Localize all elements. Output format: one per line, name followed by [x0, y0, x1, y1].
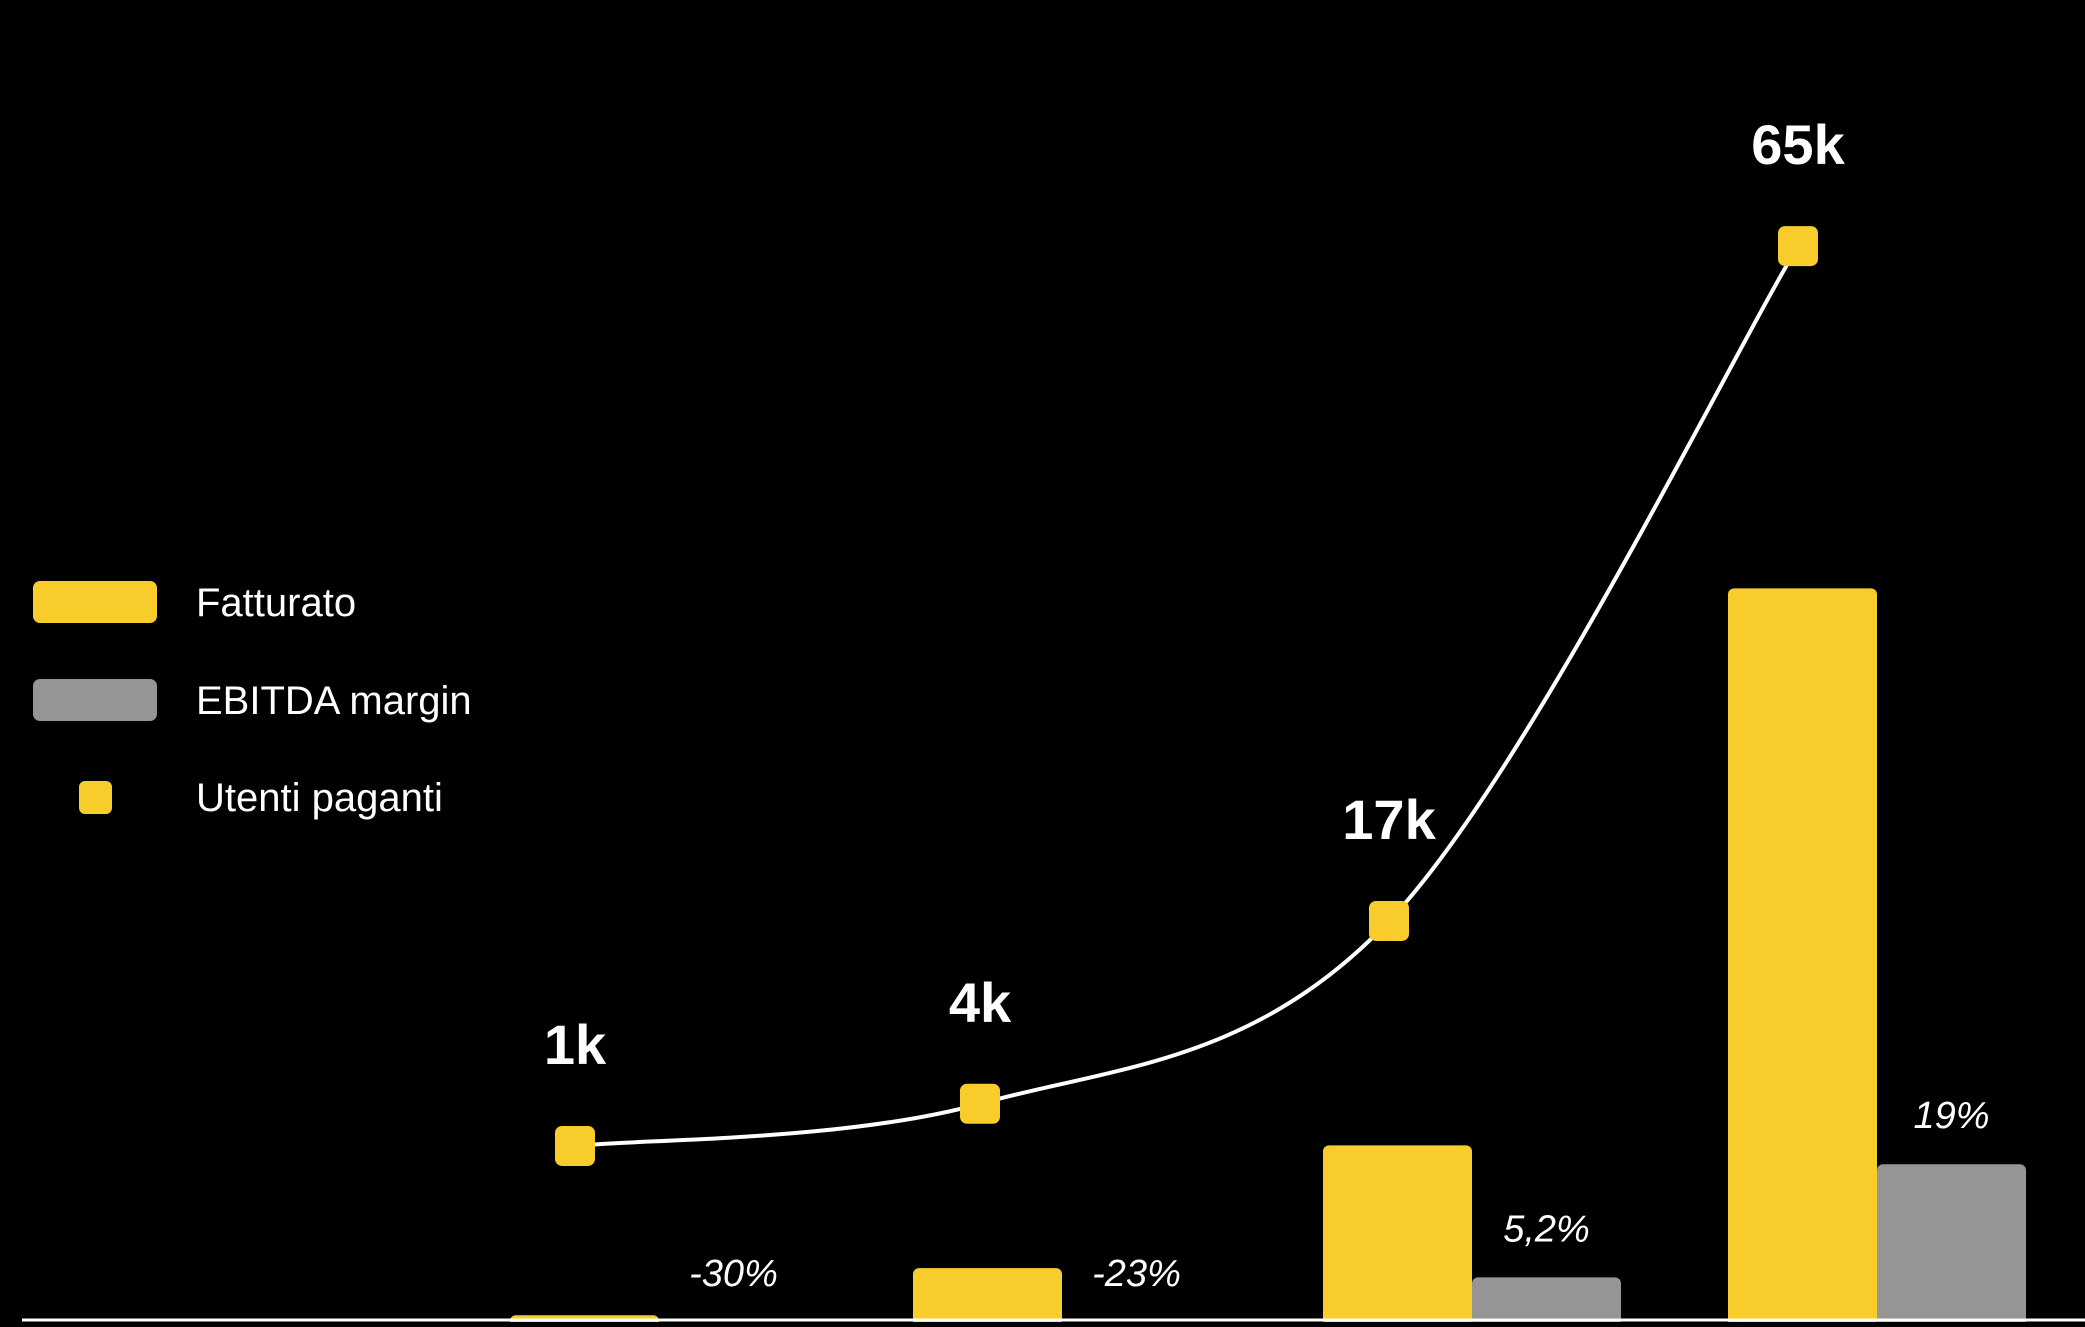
- users-point: [555, 1125, 595, 1166]
- legend-point-marker: [79, 781, 112, 814]
- legend: Fatturato EBITDA margin Utenti paganti: [33, 581, 472, 820]
- users-value-label: 17k: [1342, 788, 1436, 851]
- users-point: [960, 1083, 1000, 1124]
- ebitda-bar: [1877, 1164, 2026, 1326]
- revenue-bar: [1323, 1145, 1472, 1326]
- legend-label: Fatturato: [196, 581, 356, 625]
- users-point: [1778, 226, 1818, 267]
- users-point: [1369, 900, 1409, 941]
- ebitda-value-label: -23%: [1092, 1253, 1181, 1295]
- users-value-label: 4k: [949, 971, 1012, 1034]
- data-labels-layer: -30% -23% 5,2% 19% 1k 4k 17k 65k: [544, 113, 1990, 1295]
- ebitda-value-label: 5,2%: [1503, 1208, 1590, 1250]
- users-line-layer: [555, 226, 1818, 1166]
- bars-layer: [510, 588, 2026, 1326]
- legend-label: Utenti paganti: [196, 776, 443, 820]
- legend-swatch: [33, 679, 157, 721]
- revenue-bar: [913, 1268, 1062, 1326]
- ebitda-value-label: -30%: [689, 1253, 778, 1295]
- users-value-label: 1k: [544, 1013, 607, 1076]
- users-line: [574, 245, 1800, 1148]
- users-value-label: 65k: [1751, 113, 1845, 176]
- ebitda-value-label: 19%: [1913, 1095, 1989, 1137]
- revenue-bar: [1728, 588, 1877, 1326]
- legend-label: EBITDA margin: [196, 679, 472, 723]
- legend-swatch: [33, 581, 157, 623]
- ebitda-bar: [1472, 1277, 1621, 1326]
